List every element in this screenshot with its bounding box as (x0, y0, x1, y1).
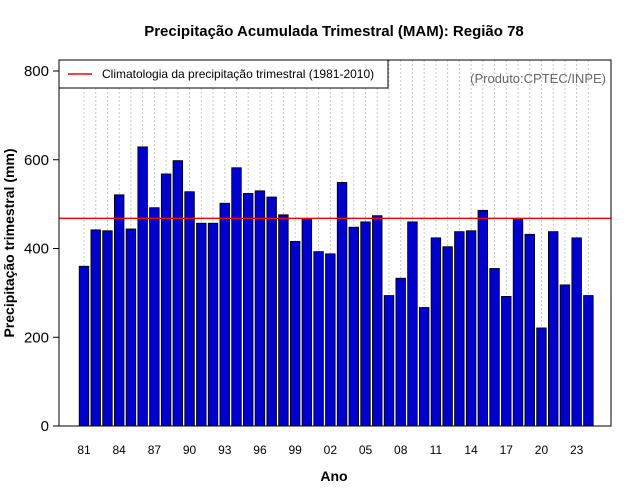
bar-1993 (219, 202, 230, 427)
x-axis: 81 84 87 90 93 96 99 02 05 08 11 14 17 20 23 (77, 443, 583, 457)
bar-1996 (254, 190, 266, 427)
x-tick-label: 90 (183, 443, 197, 457)
bar-1992 (207, 222, 219, 427)
bar-1990 (184, 191, 195, 427)
x-tick-label: 14 (464, 443, 478, 457)
bar-1991 (196, 222, 207, 427)
x-tick-label: 96 (253, 443, 267, 457)
bar-2021 (548, 231, 559, 427)
bar-1998 (278, 214, 289, 427)
bar-2018 (512, 218, 524, 427)
legend-label: Climatologia da precipitação trimestral … (102, 67, 374, 81)
bar-2020 (536, 327, 547, 427)
bar-2019 (524, 233, 535, 427)
bar-2013 (454, 231, 465, 427)
bar-1982 (90, 229, 101, 427)
x-tick-label: 23 (570, 443, 584, 457)
chart-title: Precipitação Acumulada Trimestral (MAM):… (144, 23, 524, 40)
bar-2023 (571, 237, 582, 427)
bar-1983 (102, 230, 113, 427)
bar-2012 (442, 246, 453, 427)
x-tick-label: 81 (77, 443, 91, 457)
y-tick-label: 400 (24, 241, 49, 258)
x-tick-label: 08 (394, 443, 408, 457)
x-tick-label: 93 (218, 443, 232, 457)
bar-2001 (313, 251, 324, 427)
y-tick-label: 200 (24, 329, 49, 346)
bar-2006 (372, 215, 383, 427)
bar-2017 (501, 296, 512, 427)
legend-box (58, 59, 389, 89)
bar-2000 (301, 218, 313, 427)
bar-2007 (383, 295, 395, 427)
x-tick-label: 20 (535, 443, 549, 457)
bar-1984 (113, 194, 125, 427)
x-tick-label: 11 (430, 443, 443, 457)
x-tick-label: 17 (500, 443, 514, 457)
y-tick-label: 800 (24, 63, 49, 80)
y-axis: 0 200 400 600 800 (24, 63, 59, 435)
bar-2010 (418, 307, 430, 427)
bar-2024 (583, 295, 594, 427)
x-tick-label: 02 (324, 443, 338, 457)
bar-2004 (348, 226, 359, 427)
bar-2014 (465, 230, 477, 427)
bar-2005 (360, 221, 371, 427)
product-annotation: (Produto:CPTEC/INPE) (470, 71, 606, 86)
grid (83, 60, 589, 426)
bar-1985 (125, 228, 137, 427)
bar-1987 (149, 207, 160, 427)
x-tick-label: 84 (113, 443, 127, 457)
bar-2011 (430, 237, 442, 427)
y-tick-label: 600 (24, 152, 49, 169)
x-tick-label: 99 (288, 443, 302, 457)
legend: Climatologia da precipitação trimestral … (58, 59, 389, 89)
bar-2008 (395, 277, 406, 427)
bar-2016 (489, 268, 500, 427)
bar-1986 (137, 146, 148, 427)
bar-2015 (477, 209, 489, 427)
bar-1994 (231, 167, 242, 427)
y-axis-label: Precipitação trimestral (mm) (1, 148, 17, 337)
bar-1989 (172, 160, 184, 427)
bar-2022 (559, 284, 571, 427)
bar-1997 (266, 196, 277, 427)
x-tick-label: 87 (148, 443, 162, 457)
bar-1999 (289, 240, 301, 427)
bar-1981 (78, 265, 90, 427)
bar-1988 (160, 173, 172, 427)
bars (78, 146, 594, 427)
y-tick-label: 0 (41, 418, 49, 435)
bar-2009 (407, 221, 418, 427)
bar-1995 (243, 193, 254, 427)
x-axis-label: Ano (320, 468, 347, 484)
bar-2002 (325, 253, 336, 427)
x-tick-label: 05 (359, 443, 373, 457)
